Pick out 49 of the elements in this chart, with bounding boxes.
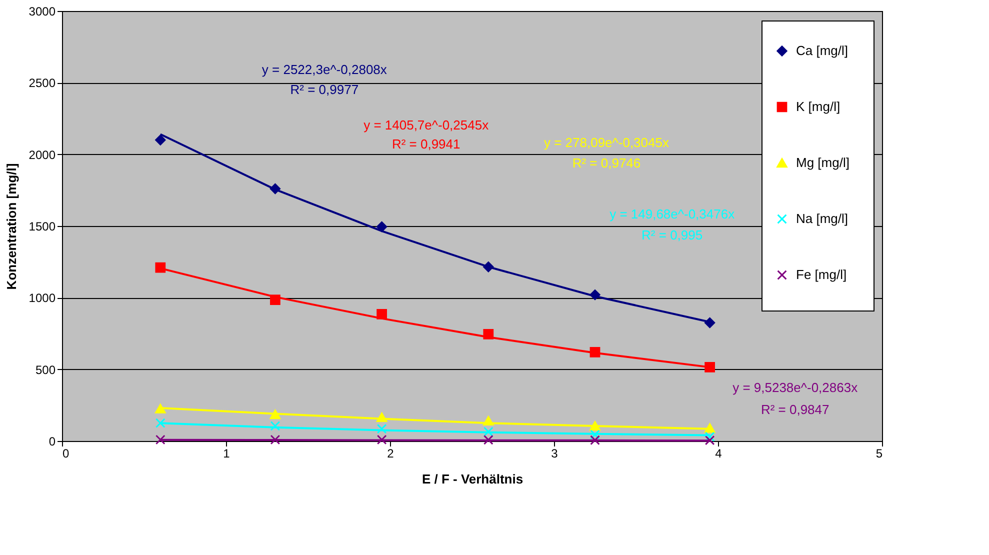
y-tick-label: 1000	[28, 291, 56, 306]
point	[270, 421, 280, 431]
y-tick-label: 0	[48, 434, 56, 448]
point	[155, 404, 166, 414]
annotation: R² = 0,9977	[290, 82, 359, 97]
legend-label: Na [mg/l]	[796, 211, 848, 226]
y-tick-label: 500	[35, 362, 56, 377]
x-tick-label: 1	[223, 446, 230, 460]
point	[483, 434, 494, 445]
annotation: R² = 0,9746	[572, 156, 641, 171]
y-tick-label: 2500	[28, 76, 56, 90]
point	[483, 426, 494, 437]
y-axis-title: Konzentration [mg/l]	[4, 163, 19, 290]
point	[376, 424, 387, 434]
y-tick-label: 1500	[28, 220, 56, 234]
point	[590, 435, 600, 446]
annotation: R² = 0,9847	[760, 402, 830, 418]
x-tick-label: 2	[387, 446, 394, 460]
point	[704, 362, 715, 372]
x-tick-label: 4	[715, 446, 722, 460]
x-tick-label: 5	[876, 446, 883, 460]
y-tick-label: 2000	[28, 148, 56, 162]
y-tick-label: 3000	[28, 4, 56, 18]
annotation: y = 1405,7e^-0,2545x	[364, 118, 490, 133]
annotation: R² = 0,9941	[392, 136, 460, 152]
point	[155, 434, 166, 445]
annotation: y = 278,09e^-0,3045x	[544, 134, 670, 150]
point	[155, 262, 166, 273]
point	[155, 134, 166, 146]
x-axis-title: E / F - Verhältnis	[422, 472, 524, 486]
point	[376, 222, 387, 232]
legend-label: Fe [mg/l]	[796, 267, 847, 282]
annotation: R² = 0,995	[642, 227, 703, 242]
point	[704, 423, 715, 433]
annotation: y = 149,68e^-0,3476x	[610, 206, 736, 222]
point	[704, 435, 715, 446]
x-tick-label: 3	[551, 446, 558, 460]
annotation: y = 2522,3e^-0,2808x	[262, 62, 388, 77]
point	[590, 430, 600, 440]
x-tick-label: 0	[62, 446, 70, 460]
legend-label: Ca [mg/l]	[796, 43, 848, 58]
legend-label: K [mg/l]	[796, 99, 840, 114]
point	[704, 318, 715, 328]
point	[376, 434, 387, 445]
point	[155, 418, 166, 428]
annotation: y = 9,5238e^-0,2863x	[732, 380, 858, 395]
point	[704, 432, 715, 442]
point	[270, 434, 280, 445]
legend-label: Mg [mg/l]	[796, 155, 850, 170]
